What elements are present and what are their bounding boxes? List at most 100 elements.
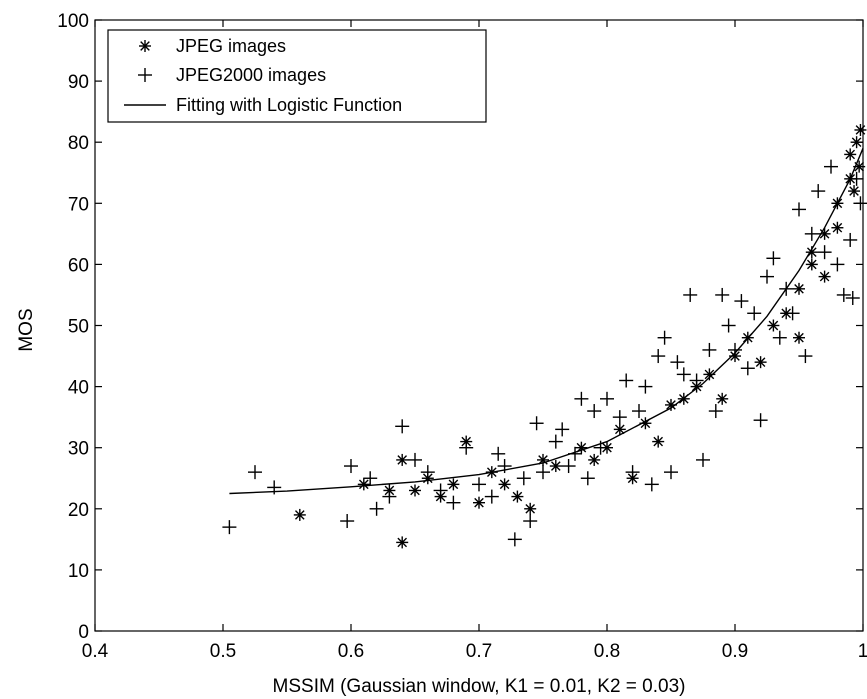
jpeg-point-d2 (849, 186, 859, 196)
jpeg2000-point (715, 287, 730, 302)
jpeg-point (396, 453, 409, 466)
jpeg-point (767, 319, 780, 332)
x-tick-label: 1 (858, 641, 867, 662)
jpeg2000-point (785, 306, 800, 321)
jpeg2000-point (670, 355, 685, 370)
jpeg2000-point (561, 459, 576, 474)
jpeg-point (293, 508, 306, 521)
jpeg2000-point (792, 202, 806, 217)
jpeg-point (854, 123, 867, 136)
jpeg2000-point (491, 446, 506, 461)
jpeg-point-d2 (854, 161, 864, 172)
jpeg2000-point (363, 471, 378, 486)
jpeg2000-point (248, 465, 262, 480)
jpeg-point-d2 (397, 455, 408, 465)
y-tick-label: 50 (68, 317, 89, 338)
y-tick-label: 30 (68, 439, 89, 460)
jpeg2000-point (222, 520, 237, 535)
jpeg2000-point (638, 379, 653, 394)
jpeg-point-d2 (819, 229, 830, 239)
jpeg2000-point (344, 459, 358, 474)
legend-marker-jpeg2000 (138, 68, 152, 82)
legend-entry: JPEG2000 images (176, 65, 326, 85)
jpeg-point-d2 (474, 497, 484, 508)
jpeg2000-point (433, 483, 448, 498)
jpeg-point (613, 423, 626, 436)
jpeg2000-point (632, 404, 646, 419)
jpeg2000-point (753, 413, 768, 428)
jpeg-point-d2 (589, 455, 600, 465)
jpeg2000-point (600, 391, 614, 406)
jpeg-point (357, 478, 370, 491)
jpeg-point-d2 (525, 503, 536, 514)
jpeg2000-point (625, 465, 640, 480)
jpeg2000-point (420, 465, 435, 480)
y-tick-label: 80 (68, 133, 89, 154)
jpeg-point-d2 (397, 537, 408, 548)
fit-line (229, 148, 864, 495)
jpeg-point-d2 (666, 400, 676, 410)
jpeg2000-point (619, 373, 634, 388)
jpeg-point-d2 (358, 479, 369, 490)
legend-marker-jpeg-d2 (140, 41, 150, 51)
jpeg-point-d2 (499, 479, 510, 490)
x-axis-label: MSSIM (Gaussian window, K1 = 0.01, K2 = … (273, 676, 686, 697)
jpeg2000-point (721, 318, 736, 333)
jpeg-point-d2 (717, 394, 728, 404)
legend-marker-jpeg (139, 40, 151, 52)
jpeg-point-d2 (755, 357, 766, 367)
jpeg2000-point (382, 489, 397, 504)
jpeg-point (850, 136, 863, 149)
jpeg2000-point (849, 171, 864, 186)
jpeg-point (511, 490, 524, 503)
jpeg-point-d2 (538, 455, 548, 465)
y-tick-label: 60 (68, 255, 89, 276)
jpeg2000-point (536, 465, 550, 480)
jpeg-point (848, 185, 861, 198)
legend-box (107, 29, 487, 123)
jpeg2000-point (766, 251, 781, 266)
jpeg-point (588, 453, 601, 466)
plot-area: 0.4 0.5 0.6 0.7 0.8 0.9 1010203040506070809010… (57, 11, 867, 662)
jpeg2000-point (702, 342, 717, 357)
jpeg-point (396, 536, 409, 549)
jpeg-point-d2 (614, 424, 625, 435)
jpeg-point-d2 (768, 320, 779, 331)
jpeg-point (793, 331, 805, 344)
jpeg2000-point (587, 404, 602, 419)
jpeg-point-d2 (653, 436, 664, 447)
y-axis-label: MOS (16, 308, 37, 351)
jpeg-point (805, 258, 818, 271)
jpeg2000-point (340, 514, 355, 529)
y-tick-label: 20 (68, 500, 89, 521)
x-tick-label: 0.9 (722, 641, 748, 662)
jpeg-point-d2 (294, 510, 305, 520)
jpeg2000-point (817, 245, 832, 260)
y-tick-label: 0 (78, 622, 89, 643)
jpeg2000-point (683, 287, 698, 302)
jpeg2000-point (644, 477, 659, 492)
jpeg-point (844, 148, 857, 161)
jpeg-point-d2 (832, 222, 843, 233)
y-tick-label: 10 (68, 561, 89, 582)
x-tick-label: 0.6 (338, 641, 364, 662)
jpeg-point-d2 (410, 485, 420, 496)
jpeg-point-d2 (855, 125, 866, 135)
jpeg2000-point (395, 419, 410, 434)
jpeg2000-point (555, 422, 570, 437)
jpeg-point (524, 502, 537, 515)
jpeg2000-point (548, 434, 563, 449)
jpeg2000-point (516, 471, 531, 486)
jpeg2000-point (472, 477, 486, 492)
jpeg2000-point (728, 342, 742, 357)
jpeg-point (447, 478, 460, 491)
jpeg2000-point (843, 232, 858, 247)
x-tick-label: 0.5 (210, 641, 236, 662)
jpeg-point (473, 496, 485, 509)
y-tick-label: 90 (68, 72, 89, 93)
jpeg-point (716, 392, 729, 405)
jpeg2000-point (708, 404, 723, 419)
jpeg2000-point (804, 226, 819, 241)
legend: JPEG images JPEG2000 images Fitting with L… (107, 29, 487, 123)
